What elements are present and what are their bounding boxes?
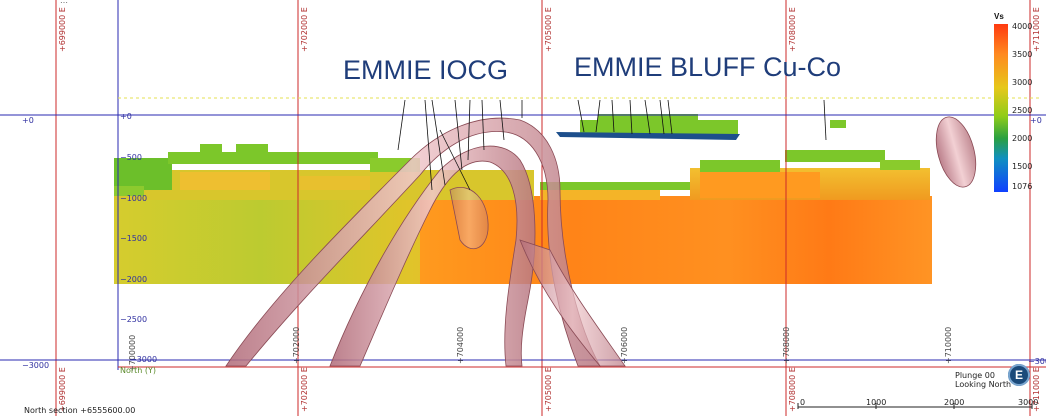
easting-label-top-1: +699000 E [58, 7, 67, 52]
legend-tick-2000: 2000 [1012, 134, 1033, 143]
inner-label-5: +708000 [782, 326, 791, 364]
easting-label-top-3: +705000 E [544, 7, 553, 52]
legend-tick-3000: 3000 [1012, 78, 1033, 87]
plunge-text: Plunge 00 [955, 371, 995, 380]
scale-label-1000: 1000 [866, 398, 887, 407]
legend-tick-2500: 2500 [1012, 106, 1033, 115]
legend-tick-3500: 3500 [1012, 50, 1033, 59]
scale-label-0: 0 [800, 398, 806, 407]
ore-shells [225, 116, 977, 367]
legend-title: Vs [994, 12, 1004, 21]
scale-label-2000: 2000 [944, 398, 965, 407]
scale-bar [797, 403, 1033, 409]
right-axis-label-3000: −3000 [1028, 357, 1046, 366]
depth-label-2000: −2000 [120, 275, 148, 284]
title-emmie-iocg: EMMIE IOCG [343, 55, 509, 85]
depth-label-2500: −2500 [120, 315, 148, 324]
easting-label-top-2: +702000 E [300, 7, 309, 52]
legend-tick-1500: 1500 [1012, 162, 1033, 171]
top-cut-text: … [60, 0, 68, 5]
depth-label-3000: −3000 [130, 355, 158, 364]
depth-label-500: −500 [120, 153, 142, 162]
looking-text: Looking North [955, 380, 1012, 389]
axis-north-label: North (Y) [120, 366, 157, 375]
right-axis-label-0: +0 [1030, 116, 1042, 125]
scale-label-3000: 3000 [1018, 398, 1039, 407]
drill-holes [397, 99, 827, 191]
easting-label-bottom-2: +702000 E [300, 367, 309, 412]
inner-label-2: +702000 [292, 326, 301, 364]
easting-label-bottom-4: +708000 E [788, 367, 797, 412]
title-emmie-bluff: EMMIE BLUFF Cu-Co [574, 52, 842, 82]
inner-label-4: +706000 [620, 326, 629, 364]
left-axis-label-3000: −3000 [22, 361, 50, 370]
legend-colorbar [994, 24, 1008, 192]
legend-tick-4000: 4000 [1012, 22, 1033, 31]
plunge-info: Plunge 00 Looking North [955, 371, 1011, 389]
compass-icon[interactable]: E [1008, 364, 1030, 386]
easting-label-bottom-3: +705000 E [544, 367, 553, 412]
depth-label-1000: −1000 [120, 194, 148, 203]
left-axis-label-0: +0 [22, 116, 34, 125]
velocity-legend: Vs 4000 3500 3000 2500 2000 1500 1076 [990, 6, 1046, 196]
easting-label-top-4: +708000 E [788, 7, 797, 52]
inner-label-6: +710000 [944, 326, 953, 364]
inner-label-3: +704000 [456, 326, 465, 364]
section-label: North section +6555600.00 [24, 406, 136, 415]
depth-frame [0, 0, 1046, 370]
depth-label-1500: −1500 [120, 234, 148, 243]
easting-grid [55, 0, 1031, 416]
legend-tick-1076: 1076 [1012, 182, 1033, 191]
depth-label-0: +0 [120, 112, 132, 121]
